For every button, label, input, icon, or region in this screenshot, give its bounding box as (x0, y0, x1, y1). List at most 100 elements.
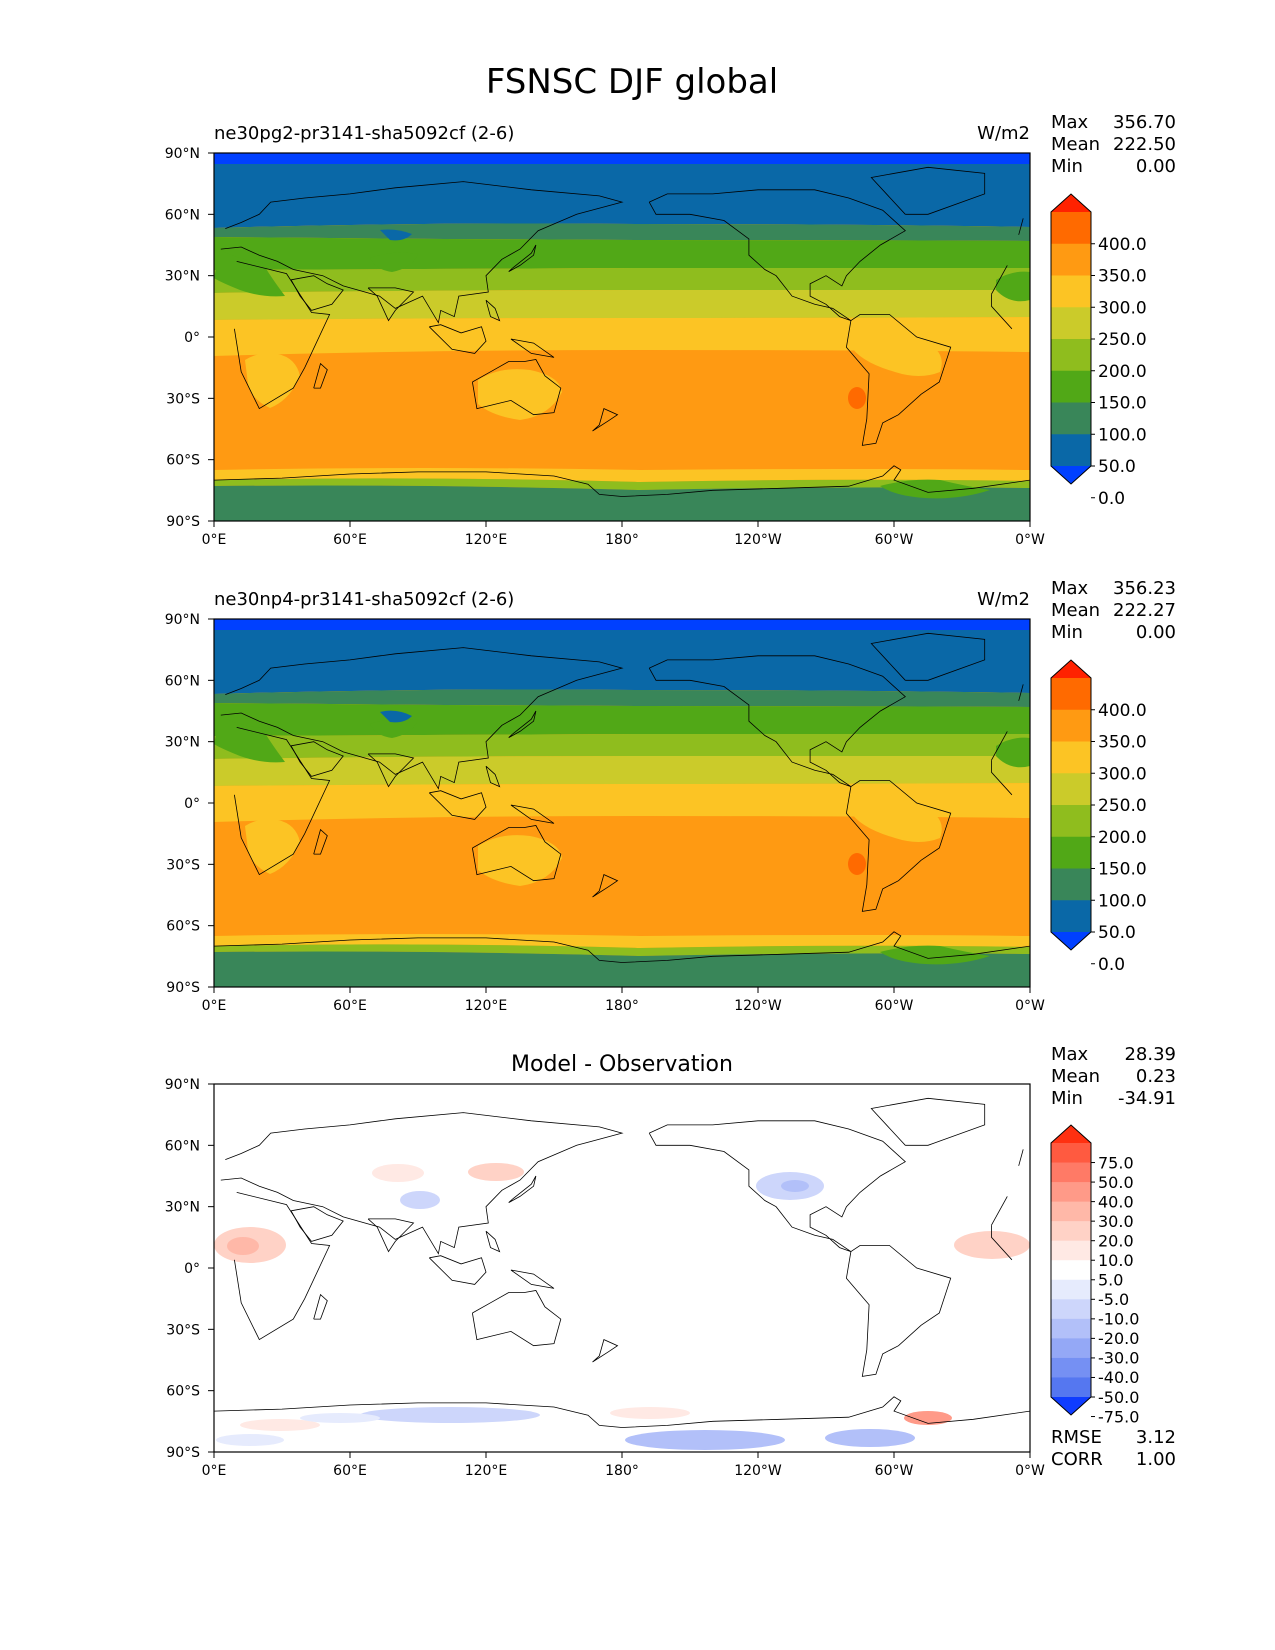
coastline (313, 362, 328, 389)
lon-tick-label: 0°W (1015, 1463, 1045, 1479)
stat-label-mean: Mean (1051, 134, 1100, 155)
diff-anomaly-asia-2 (468, 1163, 524, 1181)
lon-tick-label: 0°W (1015, 998, 1045, 1014)
colorbar-segment (1051, 307, 1091, 340)
stat-label-mean: Mean (1051, 600, 1100, 621)
panel-1-units: W/m2 (977, 123, 1030, 144)
coastline (845, 1245, 952, 1377)
colorbar-tick-label: -75.0 (1098, 1407, 1139, 1426)
diff-anomaly-antarctic-peninsula (904, 1411, 952, 1425)
colorbar-extend-max (1051, 1125, 1091, 1143)
lon-tick-label: 180° (605, 998, 639, 1014)
colorbar-tick-label: 50.0 (1098, 457, 1136, 477)
colorbar-segment (1051, 678, 1091, 711)
colorbar-extend-min (1051, 1397, 1091, 1415)
coastline (510, 338, 555, 358)
stat-label-max: Max (1051, 578, 1089, 599)
colorbar-tick-label: 200.0 (1098, 828, 1147, 848)
lon-tick-label: 60°W (875, 998, 914, 1014)
panel-3-colorbar: 75.050.040.030.020.010.05.0-5.0-10.0-20.… (1050, 1124, 1139, 1426)
coastline (220, 647, 624, 790)
stat-label-max: Max (1051, 112, 1089, 133)
colorbar-tick-label: 200.0 (1098, 362, 1147, 382)
coastline (991, 731, 1008, 761)
colorbar-segment (1051, 741, 1091, 774)
lat-tick-label: 60°S (166, 453, 200, 469)
colorbar-segment (1051, 709, 1091, 743)
colorbar-tick-label: 150.0 (1098, 860, 1147, 880)
lon-tick-label: 0°E (202, 532, 227, 548)
coastline (472, 1290, 562, 1347)
coastline (429, 1255, 487, 1285)
stat-value-max: 28.39 (1124, 1044, 1176, 1065)
colorbar-segment (1051, 1143, 1091, 1164)
lon-tick-label: 60°E (333, 998, 367, 1014)
lon-tick-label: 180° (605, 532, 639, 548)
lon-tick-label: 0°E (202, 1463, 227, 1479)
coastline (214, 931, 1030, 963)
coastline (991, 294, 1013, 330)
stat-label-mean: Mean (1051, 1066, 1100, 1087)
coastline (991, 1225, 1013, 1261)
colorbar-tick-label: 400.0 (1098, 235, 1147, 255)
lon-tick-label: 120°E (465, 998, 508, 1014)
lon-tick-label: 0°E (202, 998, 227, 1014)
lat-tick-label: 90°S (166, 514, 200, 530)
lat-tick-label: 30°S (166, 391, 200, 407)
colorbar-segment (1051, 1201, 1091, 1222)
colorbar-tick-label: 20.0 (1098, 1231, 1134, 1250)
lat-tick-label: 90°S (166, 980, 200, 996)
coastline (1018, 1149, 1024, 1166)
lon-tick-label: 60°E (333, 1463, 367, 1479)
coastline (648, 189, 906, 321)
colorbar-segment (1051, 370, 1091, 404)
coastline (510, 1269, 555, 1289)
coastline (592, 408, 619, 432)
colorbar-segment (1051, 1338, 1091, 1359)
coastline (313, 1293, 328, 1320)
coastline (870, 632, 986, 681)
colorbar-segment (1051, 1182, 1091, 1203)
colorbar-segment (1051, 900, 1091, 933)
colorbar-tick-label: 250.0 (1098, 796, 1147, 816)
colorbar-segment (1051, 1221, 1091, 1242)
coastline (220, 1112, 624, 1255)
lat-tick-label: 0° (184, 330, 200, 346)
colorbar-segment (1051, 1377, 1091, 1398)
stat-value-min: -34.91 (1118, 1088, 1176, 1109)
panel-1-map (214, 153, 1030, 521)
colorbar-tick-label: 100.0 (1098, 425, 1147, 445)
lat-tick-label: 0° (184, 796, 200, 812)
colorbar-tick-label: 30.0 (1098, 1212, 1134, 1231)
coastline (991, 760, 1013, 796)
colorbar-segment (1051, 1162, 1091, 1183)
lat-tick-label: 0° (184, 1261, 200, 1277)
diff-anomaly-antarctic-3 (825, 1429, 915, 1447)
colorbar-segment (1051, 1299, 1091, 1320)
colorbar-tick-label: 250.0 (1098, 330, 1147, 350)
lat-tick-label: 90°N (165, 1077, 200, 1093)
diff-anomaly-antarctic-1 (360, 1407, 540, 1423)
coastline (1018, 218, 1024, 235)
colorbar-segment (1051, 1357, 1091, 1379)
coastline (845, 314, 952, 446)
panel-1-coastlines (214, 166, 1030, 497)
lon-tick-label: 120°W (734, 1463, 782, 1479)
coastline (510, 804, 555, 824)
colorbar-segment (1051, 1260, 1091, 1281)
colorbar-segment (1051, 805, 1091, 838)
coastline (290, 275, 344, 311)
lat-tick-label: 30°N (165, 269, 200, 285)
colorbar-segment (1051, 243, 1091, 277)
lat-tick-label: 90°N (165, 612, 200, 628)
panel-3: Model - Observation (214, 1052, 1030, 1452)
panel-1-title: ne30pg2-pr3141-sha5092cf (2-6) (214, 123, 514, 144)
colorbar-tick-label: 400.0 (1098, 701, 1147, 721)
colorbar-tick-label: 0.0 (1098, 489, 1125, 509)
colorbar-tick-label: 300.0 (1098, 764, 1147, 784)
lon-tick-label: 0°W (1015, 532, 1045, 548)
stat-value-mean: 222.27 (1113, 600, 1176, 621)
lat-tick-label: 60°N (165, 207, 200, 223)
coastline (485, 1230, 501, 1253)
